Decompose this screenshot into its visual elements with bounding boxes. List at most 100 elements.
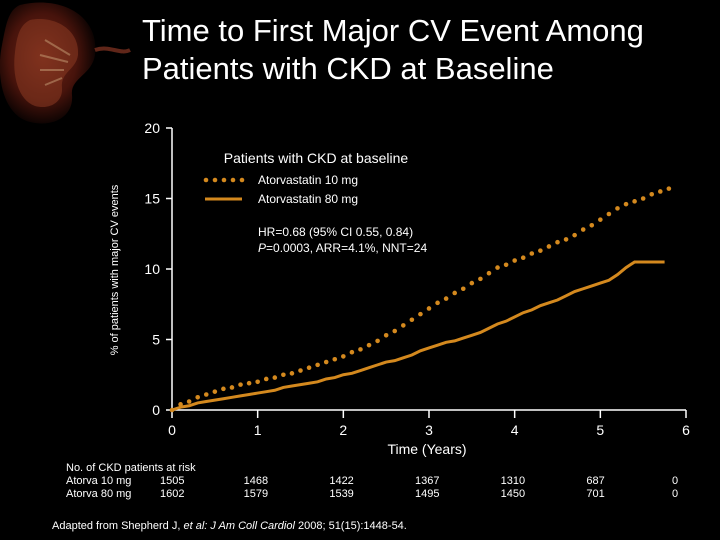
x-tick-label: 2 (339, 422, 347, 438)
data-point-atorva-10 (649, 191, 655, 197)
data-point-atorva-10 (555, 239, 560, 245)
data-point-atorva-10 (520, 255, 526, 261)
legend-dot (239, 177, 245, 183)
x-tick-label: 3 (425, 422, 433, 438)
data-point-atorva-10 (315, 362, 320, 368)
risk-value: 1579 (243, 488, 269, 500)
data-point-atorva-10 (332, 356, 338, 362)
data-point-atorva-10 (349, 349, 355, 355)
data-point-atorva-10 (598, 217, 603, 222)
legend: Atorvastatin 10 mg Atorvastatin 80 mg (203, 173, 358, 206)
x-tick-label: 6 (682, 422, 690, 438)
x-tick-label: 5 (596, 422, 604, 438)
risk-value: 0 (672, 475, 679, 487)
data-point-atorva-10 (632, 199, 637, 204)
data-point-atorva-10 (529, 251, 535, 256)
data-point-atorva-10 (366, 342, 372, 348)
data-point-atorva-10 (658, 189, 663, 194)
data-point-atorva-10 (186, 399, 192, 404)
risk-row-label-80: Atorva 80 mg (66, 488, 132, 500)
footnote-italic: et al: J Am Coll Cardiol (183, 520, 295, 532)
data-point-atorva-10 (221, 386, 226, 392)
y-tick-label: 10 (144, 261, 160, 277)
source-footnote: Adapted from Shepherd J, et al: J Am Col… (52, 520, 407, 532)
data-point-atorva-10 (323, 359, 329, 365)
series-atorva-80 (171, 260, 665, 412)
data-point-atorva-10 (452, 290, 458, 296)
risk-value: 1468 (243, 475, 269, 487)
data-point-atorva-10 (229, 385, 235, 390)
data-point-atorva-10 (195, 395, 200, 400)
risk-value: 1495 (415, 488, 440, 500)
risk-value: 1539 (329, 488, 354, 500)
risk-value: 1505 (160, 475, 185, 487)
risk-value: 701 (586, 488, 605, 500)
data-point-atorva-10 (580, 227, 586, 232)
data-point-atorva-10 (203, 392, 209, 397)
data-point-atorva-10 (255, 379, 260, 385)
data-point-atorva-10 (443, 296, 449, 301)
y-axis-label: % of patients with major CV events (109, 184, 121, 355)
legend-dot (212, 177, 218, 183)
risk-value: 1422 (329, 475, 354, 487)
x-tick-label: 1 (254, 422, 262, 438)
data-point-atorva-10 (546, 244, 552, 249)
data-point-atorva-10 (238, 382, 243, 387)
legend-label-atorva-10: Atorvastatin 10 mg (258, 173, 358, 187)
risk-value: 687 (586, 475, 605, 487)
data-point-atorva-10 (512, 258, 517, 263)
data-point-atorva-10 (478, 276, 483, 282)
data-point-atorva-10 (246, 380, 252, 386)
data-point-atorva-10 (589, 222, 595, 228)
legend-label-atorva-80: Atorvastatin 80 mg (258, 192, 358, 206)
data-point-atorva-10 (409, 317, 415, 323)
data-point-atorva-10 (298, 368, 303, 373)
hr-annotation: HR=0.68 (95% CI 0.55, 0.84) (258, 225, 413, 239)
risk-value: 1310 (500, 475, 526, 487)
footnote-prefix: Adapted from Shepherd J, (52, 520, 184, 532)
x-tick-label: 0 (168, 422, 176, 438)
data-point-atorva-10 (418, 311, 423, 317)
y-tick-label: 15 (144, 191, 160, 207)
x-tick-label: 4 (511, 422, 519, 438)
y-tick-label: 20 (144, 120, 160, 136)
legend-swatch-atorva-10 (203, 177, 245, 183)
data-point-atorva-10 (383, 332, 389, 338)
data-point-atorva-10 (640, 196, 646, 201)
data-point-atorva-10 (392, 328, 398, 334)
data-point-atorva-10 (212, 389, 218, 394)
legend-dot (230, 177, 236, 183)
data-point-atorva-10 (289, 371, 295, 376)
data-point-atorva-10 (358, 347, 363, 352)
data-point-atorva-10 (563, 237, 569, 242)
data-point-atorva-10 (341, 354, 346, 359)
title-line-2: Patients with CKD at Baseline (142, 51, 554, 86)
chart-title: Patients with CKD at baseline (224, 150, 409, 166)
data-point-atorva-10 (263, 376, 269, 382)
risk-table-header: No. of CKD patients at risk (66, 462, 196, 474)
data-point-atorva-10 (623, 201, 629, 207)
legend-dot (203, 177, 209, 183)
risk-value: 1367 (415, 475, 440, 487)
p-annotation-italic: P (258, 241, 266, 255)
data-point-atorva-10 (538, 248, 543, 253)
data-point-atorva-10 (435, 300, 440, 306)
data-point-atorva-10 (281, 372, 286, 378)
data-point-atorva-10 (495, 265, 500, 270)
data-point-atorva-10 (272, 375, 278, 380)
p-annotation: P=0.0003, ARR=4.1%, NNT=24 (258, 241, 427, 255)
risk-value: 0 (672, 488, 679, 500)
risk-row-label-10: Atorva 10 mg (66, 475, 132, 487)
data-point-atorva-10 (666, 186, 672, 191)
data-point-atorva-10 (606, 211, 612, 217)
series-atorva-10 (169, 186, 672, 413)
risk-value: 1602 (160, 488, 185, 500)
data-point-atorva-10 (375, 338, 380, 344)
p-annotation-rest: =0.0003, ARR=4.1%, NNT=24 (266, 241, 427, 255)
title-line-1: Time to First Major CV Event Among (142, 13, 644, 48)
page-title: Time to First Major CV Event Among Patie… (142, 12, 712, 88)
data-point-atorva-10 (401, 323, 406, 328)
legend-dot (221, 177, 227, 183)
risk-value: 1450 (500, 488, 526, 500)
